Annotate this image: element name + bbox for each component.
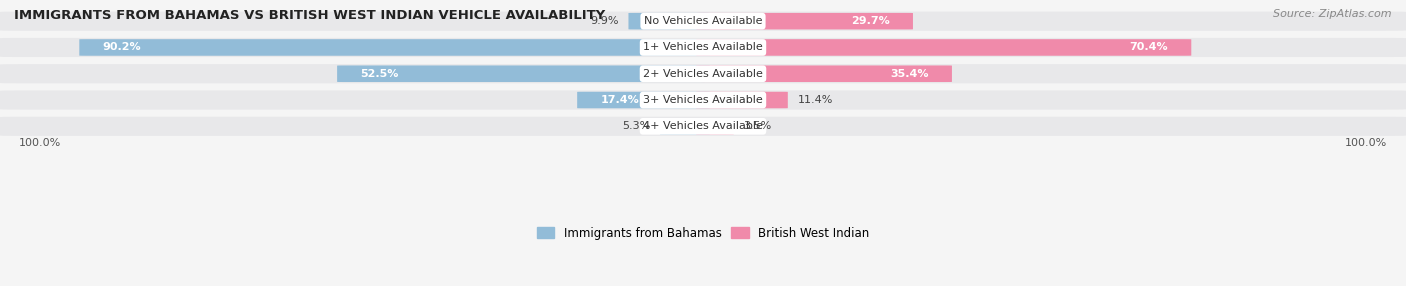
Text: 35.4%: 35.4% [890, 69, 929, 79]
FancyBboxPatch shape [696, 13, 912, 29]
Text: 17.4%: 17.4% [600, 95, 640, 105]
FancyBboxPatch shape [696, 118, 734, 135]
Text: 3+ Vehicles Available: 3+ Vehicles Available [643, 95, 763, 105]
FancyBboxPatch shape [696, 39, 1191, 56]
Text: 90.2%: 90.2% [103, 42, 141, 52]
Legend: Immigrants from Bahamas, British West Indian: Immigrants from Bahamas, British West In… [537, 227, 869, 240]
FancyBboxPatch shape [0, 64, 1406, 83]
FancyBboxPatch shape [578, 92, 710, 108]
Text: No Vehicles Available: No Vehicles Available [644, 16, 762, 26]
Text: 1+ Vehicles Available: 1+ Vehicles Available [643, 42, 763, 52]
Text: 52.5%: 52.5% [360, 69, 399, 79]
FancyBboxPatch shape [0, 38, 1406, 57]
FancyBboxPatch shape [628, 13, 710, 29]
FancyBboxPatch shape [696, 65, 952, 82]
Text: 70.4%: 70.4% [1129, 42, 1168, 52]
FancyBboxPatch shape [0, 117, 1406, 136]
Text: 9.9%: 9.9% [591, 16, 619, 26]
Text: 4+ Vehicles Available: 4+ Vehicles Available [643, 121, 763, 131]
FancyBboxPatch shape [659, 118, 710, 135]
Text: 11.4%: 11.4% [797, 95, 832, 105]
Text: Source: ZipAtlas.com: Source: ZipAtlas.com [1274, 9, 1392, 19]
FancyBboxPatch shape [79, 39, 710, 56]
Text: 3.5%: 3.5% [744, 121, 772, 131]
FancyBboxPatch shape [696, 92, 787, 108]
Text: 29.7%: 29.7% [851, 16, 890, 26]
FancyBboxPatch shape [0, 11, 1406, 31]
Text: 2+ Vehicles Available: 2+ Vehicles Available [643, 69, 763, 79]
Text: 100.0%: 100.0% [1344, 138, 1386, 148]
Text: IMMIGRANTS FROM BAHAMAS VS BRITISH WEST INDIAN VEHICLE AVAILABILITY: IMMIGRANTS FROM BAHAMAS VS BRITISH WEST … [14, 9, 606, 21]
Text: 5.3%: 5.3% [621, 121, 651, 131]
FancyBboxPatch shape [0, 90, 1406, 110]
Text: 100.0%: 100.0% [20, 138, 62, 148]
FancyBboxPatch shape [337, 65, 710, 82]
